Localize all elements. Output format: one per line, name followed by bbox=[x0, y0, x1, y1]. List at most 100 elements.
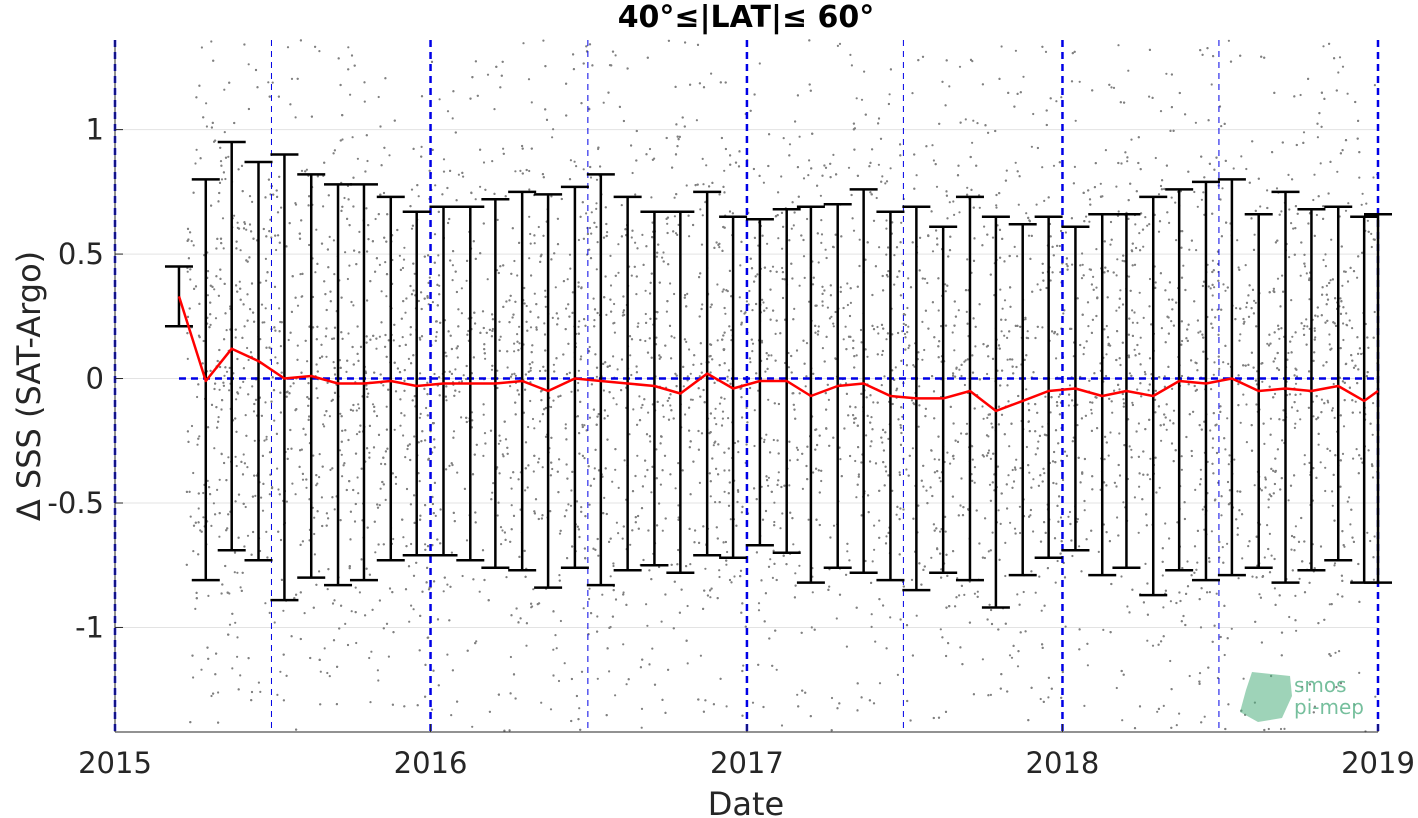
scatter-point bbox=[1149, 457, 1152, 460]
scatter-point bbox=[900, 221, 903, 224]
scatter-point bbox=[583, 457, 586, 460]
scatter-point bbox=[347, 198, 350, 201]
scatter-point bbox=[1358, 600, 1361, 604]
scatter-point bbox=[1056, 559, 1059, 563]
scatter-point bbox=[384, 498, 387, 501]
scatter-point bbox=[320, 496, 323, 499]
scatter-point bbox=[528, 257, 531, 260]
scatter-point bbox=[345, 370, 348, 373]
scatter-point bbox=[1099, 362, 1102, 365]
scatter-point bbox=[1355, 448, 1358, 451]
scatter-point bbox=[829, 536, 832, 539]
scatter-point bbox=[251, 385, 254, 388]
scatter-point bbox=[726, 375, 729, 378]
scatter-point bbox=[1142, 316, 1145, 319]
scatter-point bbox=[530, 101, 533, 104]
scatter-point bbox=[530, 147, 533, 150]
scatter-point bbox=[718, 575, 721, 579]
scatter-point bbox=[595, 375, 599, 378]
scatter-point bbox=[1207, 285, 1210, 288]
scatter-point bbox=[349, 510, 352, 513]
scatter-point bbox=[1317, 416, 1320, 419]
scatter-point bbox=[1290, 548, 1293, 551]
scatter-point bbox=[689, 563, 692, 566]
scatter-point bbox=[1168, 221, 1171, 224]
scatter-point bbox=[1358, 176, 1361, 179]
scatter-point bbox=[538, 457, 541, 460]
scatter-point bbox=[1196, 561, 1199, 564]
scatter-point bbox=[597, 554, 600, 557]
scatter-point bbox=[634, 516, 637, 519]
scatter-point bbox=[509, 375, 513, 378]
scatter-point bbox=[323, 425, 326, 428]
scatter-point bbox=[366, 250, 369, 253]
scatter-point bbox=[1344, 209, 1348, 212]
scatter-point bbox=[325, 512, 328, 515]
scatter-point bbox=[895, 513, 898, 516]
scatter-point bbox=[199, 529, 202, 532]
scatter-point bbox=[516, 274, 519, 277]
scatter-point bbox=[650, 196, 653, 199]
scatter-point bbox=[452, 250, 455, 253]
scatter-point bbox=[433, 233, 437, 236]
scatter-point bbox=[792, 224, 795, 227]
scatter-point bbox=[564, 423, 567, 426]
scatter-point bbox=[971, 458, 974, 461]
scatter-point bbox=[1108, 540, 1111, 543]
scatter-point bbox=[1360, 352, 1363, 356]
scatter-point bbox=[1186, 328, 1189, 331]
scatter-point bbox=[1266, 524, 1269, 527]
scatter-point bbox=[1080, 277, 1084, 280]
scatter-point bbox=[327, 517, 330, 520]
scatter-point bbox=[552, 363, 556, 366]
scatter-point bbox=[782, 137, 785, 140]
scatter-point bbox=[192, 244, 195, 247]
scatter-point bbox=[273, 621, 276, 624]
scatter-point bbox=[1135, 190, 1138, 193]
scatter-point bbox=[1131, 264, 1134, 267]
scatter-point bbox=[301, 478, 305, 481]
scatter-point bbox=[496, 218, 499, 221]
scatter-point bbox=[702, 607, 705, 611]
scatter-point bbox=[612, 564, 615, 568]
scatter-point bbox=[1326, 319, 1329, 322]
scatter-point bbox=[516, 333, 519, 336]
scatter-point bbox=[695, 119, 699, 122]
scatter-point bbox=[1038, 575, 1041, 578]
scatter-point bbox=[503, 531, 506, 534]
scatter-point bbox=[1107, 454, 1110, 457]
scatter-point bbox=[651, 647, 654, 650]
scatter-point bbox=[265, 530, 268, 534]
scatter-point bbox=[992, 452, 995, 455]
scatter-point bbox=[1007, 474, 1010, 477]
scatter-point bbox=[303, 612, 306, 615]
scatter-point bbox=[1175, 724, 1178, 727]
scatter-point bbox=[346, 277, 349, 281]
scatter-point bbox=[590, 232, 593, 235]
scatter-point bbox=[655, 448, 658, 451]
scatter-point bbox=[698, 481, 702, 484]
scatter-point bbox=[403, 246, 406, 249]
scatter-point bbox=[1037, 440, 1040, 443]
scatter-point bbox=[525, 644, 528, 647]
scatter-point bbox=[1099, 182, 1102, 185]
scatter-point bbox=[910, 578, 914, 582]
scatter-point bbox=[689, 398, 693, 401]
scatter-point bbox=[995, 206, 998, 209]
scatter-point bbox=[582, 607, 585, 610]
scatter-point bbox=[1347, 202, 1350, 205]
scatter-point bbox=[644, 312, 647, 316]
scatter-point bbox=[1247, 315, 1251, 318]
scatter-point bbox=[465, 420, 468, 424]
scatter-point bbox=[1273, 587, 1276, 590]
scatter-point bbox=[1148, 48, 1151, 52]
scatter-point bbox=[380, 290, 383, 293]
scatter-point bbox=[1000, 330, 1003, 333]
scatter-point bbox=[613, 331, 617, 334]
scatter-point bbox=[640, 726, 643, 729]
scatter-point bbox=[931, 144, 934, 147]
scatter-point bbox=[944, 290, 947, 293]
scatter-point bbox=[1167, 365, 1170, 368]
scatter-point bbox=[202, 491, 205, 495]
scatter-point bbox=[501, 529, 504, 532]
